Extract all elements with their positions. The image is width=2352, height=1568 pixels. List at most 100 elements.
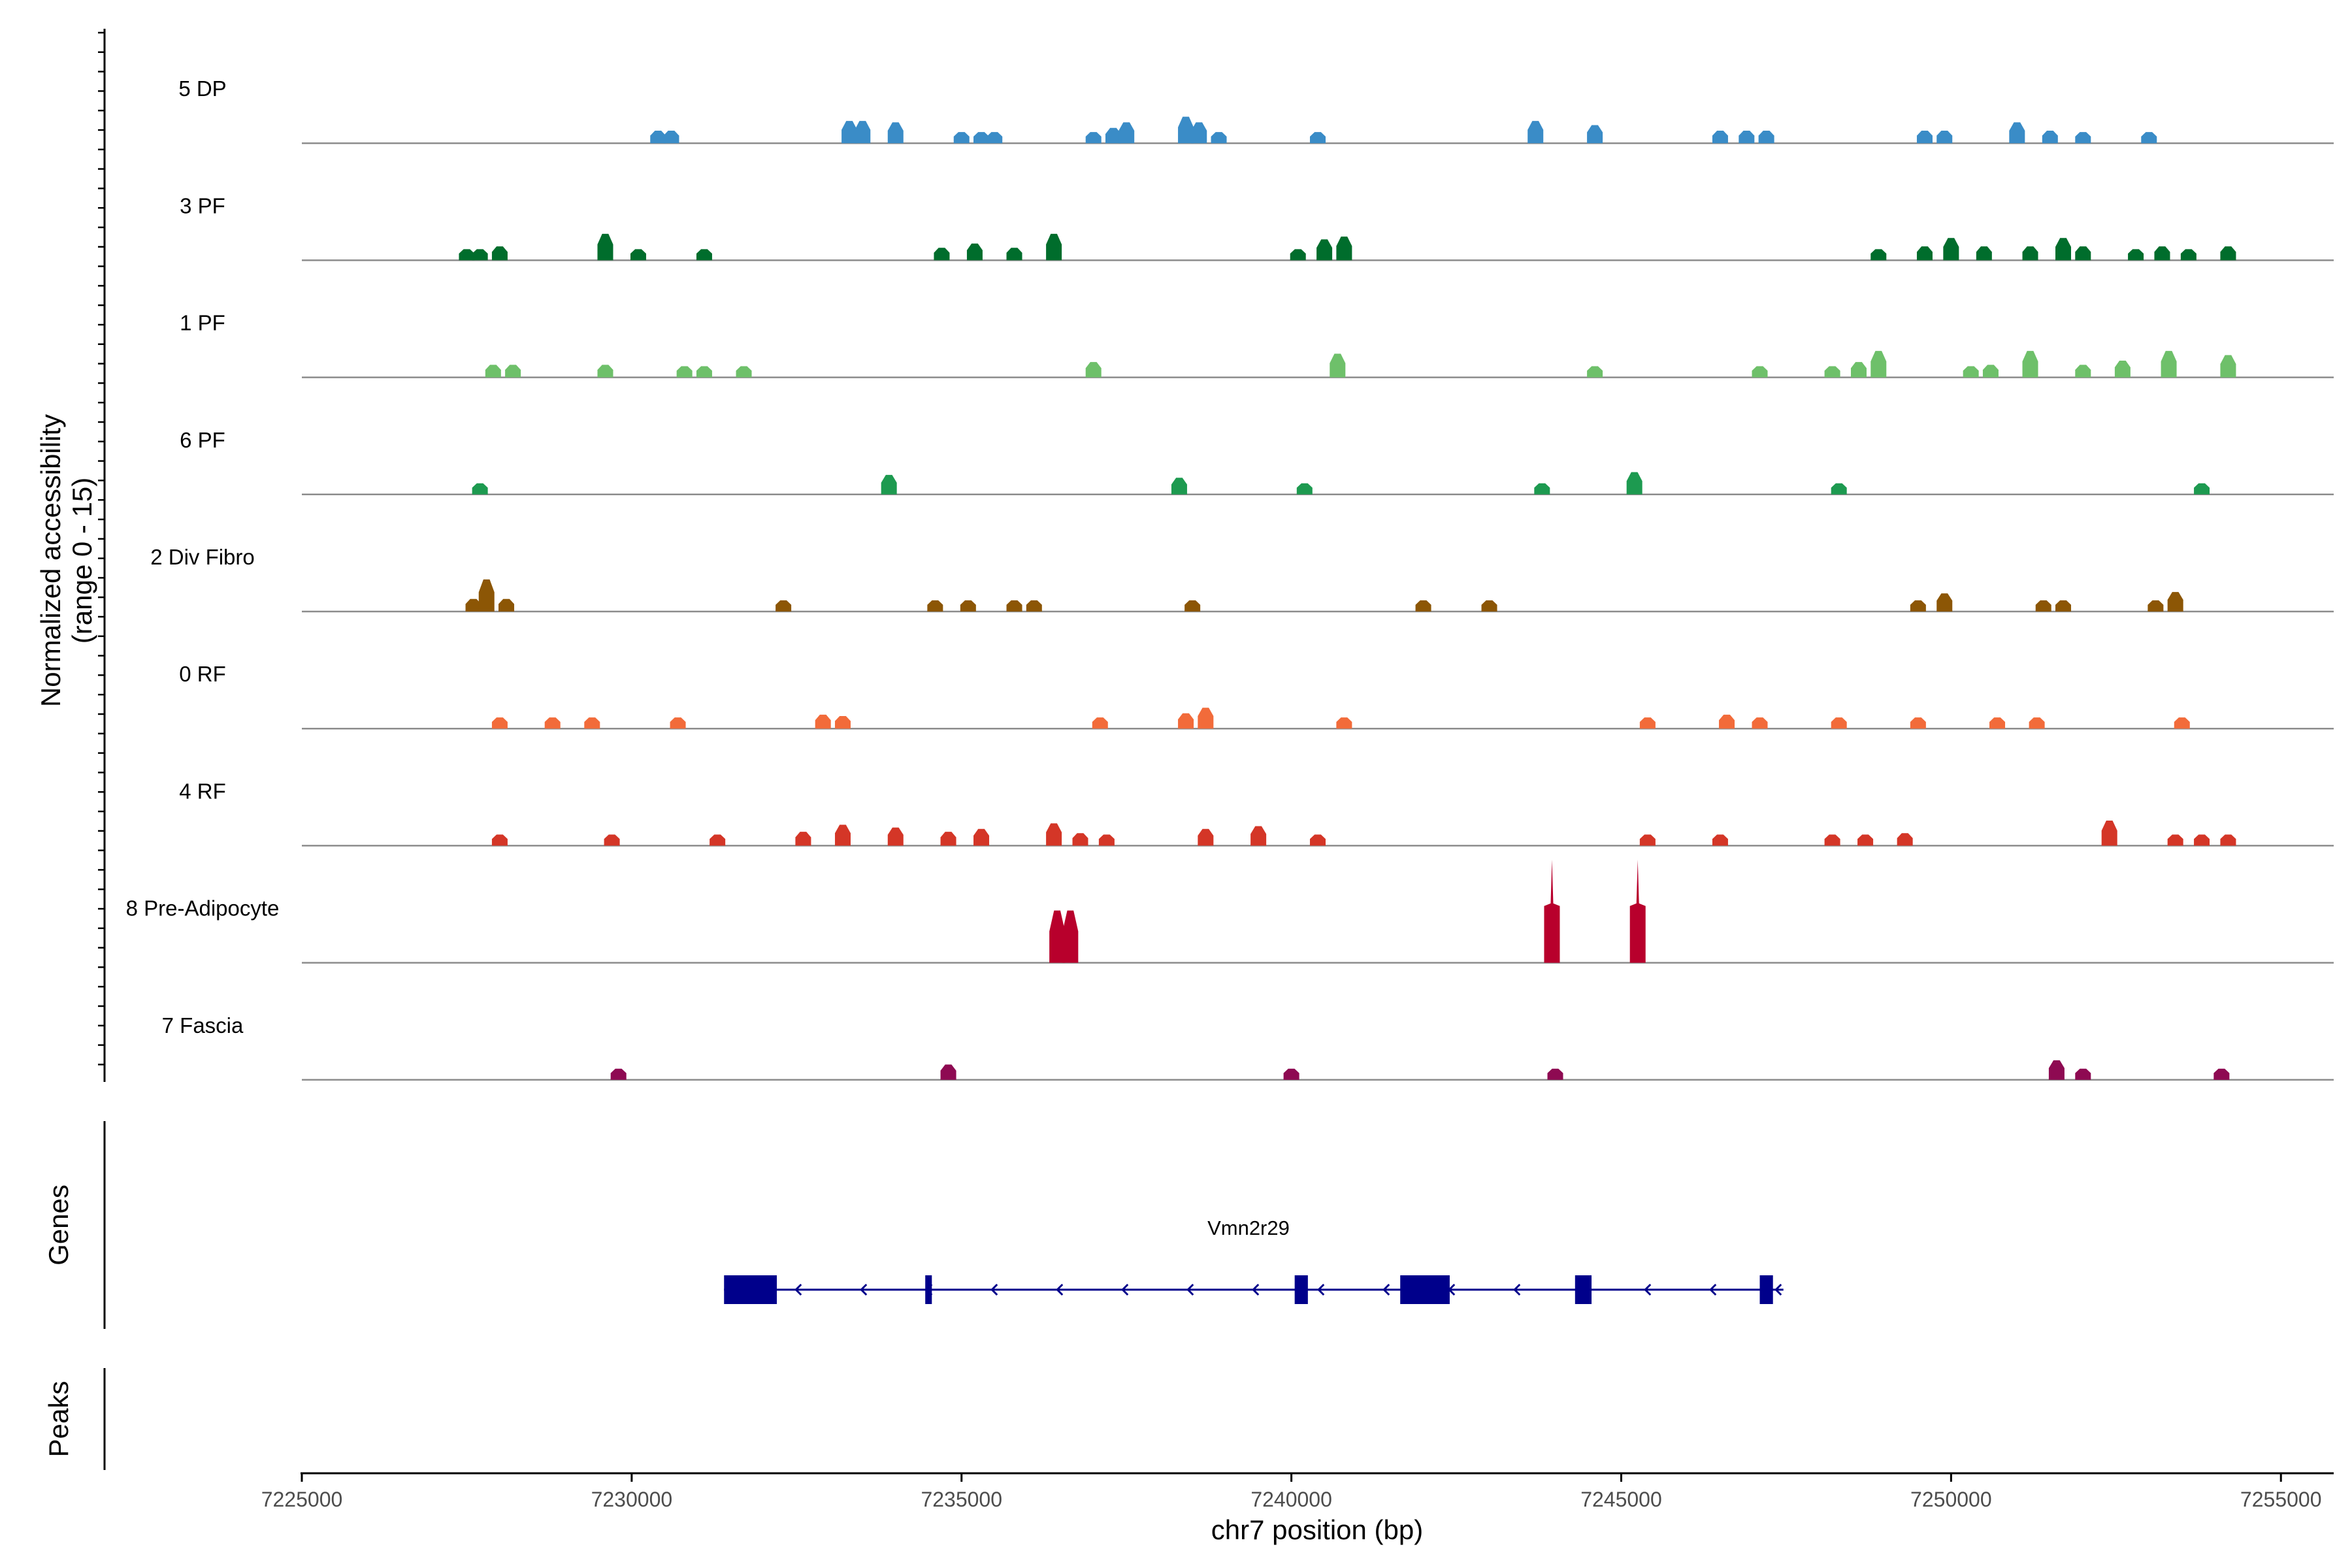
x-axis-tick-label: 7230000	[591, 1488, 673, 1511]
coverage-peak	[1910, 717, 1926, 729]
coverage-peak	[505, 365, 521, 378]
coverage-peak	[1191, 122, 1207, 144]
gene-name-label: Vmn2r29	[1207, 1217, 1290, 1239]
coverage-peak	[2042, 131, 2058, 144]
strand-arrow-icon	[1186, 1283, 1194, 1296]
coverage-peak	[1982, 365, 1999, 378]
coverage-peak	[491, 834, 508, 846]
coverage-peak	[1330, 353, 1346, 378]
strand-arrow-icon	[1709, 1283, 1717, 1296]
coverage-peak	[927, 600, 943, 612]
coverage-peak	[776, 600, 792, 612]
track-label: 8 Pre-Adipocyte	[126, 896, 280, 921]
coverage-peak	[841, 121, 858, 144]
coverage-peak	[478, 579, 495, 612]
track-label: 3 PF	[180, 193, 225, 218]
coverage-peak	[987, 132, 1003, 144]
coverage-peak	[610, 1068, 627, 1080]
coverage-peak	[1824, 834, 1840, 846]
coverage-peak	[1587, 125, 1603, 144]
coverage-peak	[491, 246, 508, 261]
coverage-peak	[887, 122, 904, 144]
coverage-peak	[2075, 246, 2091, 261]
coverage-peak	[710, 834, 726, 846]
coverage-peak	[597, 233, 613, 261]
coverage-peak	[973, 828, 990, 846]
strand-arrow-icon	[1121, 1283, 1129, 1296]
y-axis-title-text: Normalized accessibility	[35, 414, 66, 707]
strand-arrow-icon	[1774, 1283, 1782, 1296]
coverage-peak	[2154, 246, 2170, 261]
x-axis-title: chr7 position (bp)	[1211, 1514, 1424, 1545]
coverage-peak	[2075, 1068, 2091, 1080]
coverage-peak	[1870, 249, 1887, 261]
track-9: 7 Fascia	[162, 1013, 2334, 1081]
coverage-peak	[472, 249, 488, 261]
coverage-peak	[1534, 483, 1550, 495]
coverage-peak	[2148, 600, 2164, 612]
coverage-peak	[1857, 834, 1874, 846]
x-axis-tick-label: 7255000	[2240, 1488, 2322, 1511]
coverage-peak	[2220, 355, 2236, 378]
strand-arrow-icon	[990, 1283, 998, 1296]
coverage-peak	[1062, 910, 1079, 963]
coverage-peak	[1316, 239, 1333, 261]
coverage-peak	[1171, 478, 1187, 495]
coverage-peak	[2180, 249, 2197, 261]
coverage-peak	[604, 834, 620, 846]
coverage-peak	[887, 827, 904, 846]
coverage-peak	[1626, 472, 1642, 495]
coverage-peak	[696, 249, 712, 261]
coverage-peak	[1085, 362, 1102, 378]
coverage-peak	[696, 366, 712, 378]
x-axis-tick-label: 7240000	[1250, 1488, 1332, 1511]
coverage-peak	[2194, 483, 2210, 495]
coverage-peak	[1092, 717, 1108, 729]
track-label: 6 PF	[180, 428, 225, 452]
strand-arrow-icon	[1056, 1283, 1064, 1296]
coverage-peak	[1850, 362, 1867, 378]
coverage-peak	[1310, 834, 1326, 846]
coverage-peak	[1336, 237, 1352, 261]
coverage-peak	[855, 121, 871, 144]
coverage-peak	[1870, 351, 1887, 378]
coverage-peak	[1916, 246, 1933, 261]
x-axis-tick-label: 7235000	[921, 1488, 1002, 1511]
gene-exon	[1759, 1275, 1773, 1304]
gene-exon	[1400, 1275, 1450, 1304]
coverage-peak	[2220, 834, 2236, 846]
coverage-peak	[1936, 593, 1953, 612]
coverage-peak	[2128, 249, 2144, 261]
coverage-peak	[2161, 351, 2177, 378]
coverage-peak	[676, 366, 693, 378]
coverage-peak	[736, 366, 752, 378]
coverage-peak	[1989, 717, 2006, 729]
coverage-peak	[1527, 121, 1544, 144]
track-label: 2 Div Fibro	[150, 545, 255, 569]
coverage-peak	[1712, 131, 1728, 144]
coverage-peak	[1739, 131, 1755, 144]
coverage-peak	[498, 598, 515, 612]
coverage-peak	[2174, 717, 2190, 729]
coverage-peak	[1752, 366, 1768, 378]
strand-arrow-icon	[1317, 1283, 1325, 1296]
coverage-peak	[1544, 859, 1560, 963]
track-4: 6 PF	[180, 428, 2334, 496]
strand-arrow-icon	[1252, 1283, 1260, 1296]
y-axis-title: Normalized accessibility (range 0 - 15)	[35, 414, 97, 707]
coverage-peak	[2114, 361, 2131, 378]
coverage-peak	[2009, 122, 2025, 144]
coverage-peak	[2220, 246, 2236, 261]
coverage-peak	[1639, 717, 1656, 729]
coverage-peak	[485, 365, 501, 378]
coverage-peak	[459, 249, 475, 261]
coverage-peak	[1026, 600, 1042, 612]
coverage-peak	[1184, 600, 1201, 612]
coverage-peak	[670, 717, 686, 729]
coverage-peak	[1283, 1068, 1299, 1080]
coverage-peak	[1415, 600, 1431, 612]
y-axis-range-text: (range 0 - 15)	[67, 478, 97, 644]
coverage-peak	[1098, 834, 1115, 846]
track-label: 7 Fascia	[162, 1013, 244, 1037]
coverage-peak	[584, 717, 600, 729]
